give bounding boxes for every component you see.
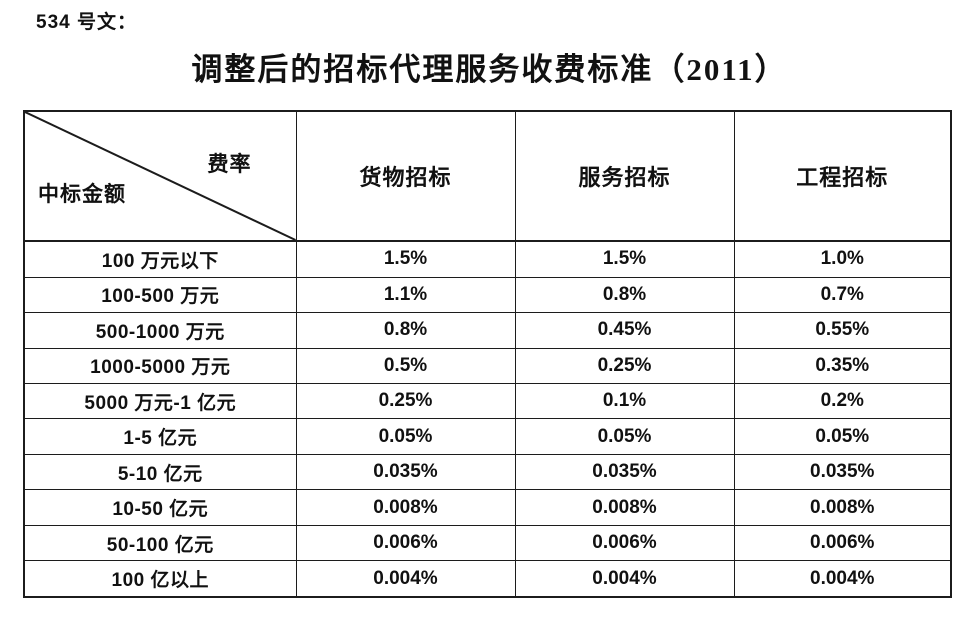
fee-rate-cell: 0.006% — [295, 524, 516, 562]
fee-rate-cell: 0.008% — [733, 489, 952, 526]
row-label-amount-range: 100-500 万元 — [23, 276, 297, 314]
fee-rate-cell: 1.5% — [514, 240, 735, 278]
row-label-amount-range: 10-50 亿元 — [23, 489, 297, 526]
fee-rate-cell: 0.05% — [514, 418, 735, 455]
fee-table: 费率 中标金额 货物招标 服务招标 工程招标 100 万元以下 1.5% 1.5% 1… — [23, 110, 952, 598]
fee-rate-cell: 0.008% — [295, 489, 516, 526]
diagonal-divider-line — [25, 112, 296, 240]
fee-rate-cell: 0.004% — [733, 560, 952, 598]
column-header-service-bidding: 服务招标 — [514, 110, 735, 242]
column-header-works-bidding: 工程招标 — [733, 110, 952, 242]
fee-rate-cell: 0.004% — [295, 560, 516, 598]
row-label-amount-range: 100 万元以下 — [23, 240, 297, 278]
corner-label-bid-amount: 中标金额 — [38, 182, 126, 206]
row-label-amount-range: 50-100 亿元 — [23, 524, 297, 562]
row-label-amount-range: 1-5 亿元 — [23, 418, 297, 455]
fee-rate-cell: 0.8% — [514, 276, 735, 314]
fee-rate-cell: 0.035% — [295, 453, 516, 491]
fee-rate-cell: 0.004% — [514, 560, 735, 598]
table-row: 100-500 万元 1.1% 0.8% 0.7% — [23, 276, 952, 314]
fee-rate-cell: 0.05% — [733, 418, 952, 455]
corner-label-rate: 费率 — [207, 152, 252, 176]
fee-rate-cell: 1.5% — [295, 240, 516, 278]
fee-rate-cell: 0.55% — [733, 312, 952, 349]
fee-rate-cell: 0.45% — [514, 312, 735, 349]
fee-rate-cell: 0.2% — [733, 382, 952, 420]
row-label-amount-range: 100 亿以上 — [23, 560, 297, 598]
doc-number: 534 号文： — [36, 12, 137, 33]
row-label-amount-range: 5-10 亿元 — [23, 453, 297, 491]
table-row: 1000-5000 万元 0.5% 0.25% 0.35% — [23, 347, 952, 385]
fee-rate-cell: 0.008% — [514, 489, 735, 526]
page-title: 调整后的招标代理服务收费标准（2011） — [191, 52, 788, 87]
table-row: 5-10 亿元 0.035% 0.035% 0.035% — [23, 453, 952, 491]
fee-rate-cell: 0.1% — [514, 382, 735, 420]
fee-rate-cell: 0.25% — [295, 382, 516, 420]
table-row: 5000 万元-1 亿元 0.25% 0.1% 0.2% — [23, 382, 952, 420]
fee-rate-cell: 0.006% — [733, 524, 952, 562]
row-label-amount-range: 5000 万元-1 亿元 — [23, 382, 297, 420]
header-row: 费率 中标金额 货物招标 服务招标 工程招标 — [23, 110, 952, 242]
fee-rate-cell: 0.006% — [514, 524, 735, 562]
fee-rate-cell: 0.05% — [295, 418, 516, 455]
fee-rate-cell: 0.7% — [733, 276, 952, 314]
fee-rate-cell: 0.25% — [514, 347, 735, 385]
fee-rate-cell: 1.0% — [733, 240, 952, 278]
fee-rate-cell: 0.8% — [295, 312, 516, 349]
table-row: 1-5 亿元 0.05% 0.05% 0.05% — [23, 418, 952, 455]
table-row: 10-50 亿元 0.008% 0.008% 0.008% — [23, 489, 952, 526]
fee-rate-cell: 0.035% — [733, 453, 952, 491]
fee-rate-cell: 1.1% — [295, 276, 516, 314]
fee-rate-cell: 0.035% — [514, 453, 735, 491]
row-label-amount-range: 500-1000 万元 — [23, 312, 297, 349]
table-row: 100 亿以上 0.004% 0.004% 0.004% — [23, 560, 952, 598]
fee-rate-cell: 0.5% — [295, 347, 516, 385]
fee-rate-cell: 0.35% — [733, 347, 952, 385]
column-header-goods-bidding: 货物招标 — [295, 110, 516, 242]
row-label-amount-range: 1000-5000 万元 — [23, 347, 297, 385]
corner-header-cell: 费率 中标金额 — [23, 110, 297, 242]
table-row: 50-100 亿元 0.006% 0.006% 0.006% — [23, 524, 952, 562]
table-row: 100 万元以下 1.5% 1.5% 1.0% — [23, 240, 952, 278]
table-row: 500-1000 万元 0.8% 0.45% 0.55% — [23, 312, 952, 349]
